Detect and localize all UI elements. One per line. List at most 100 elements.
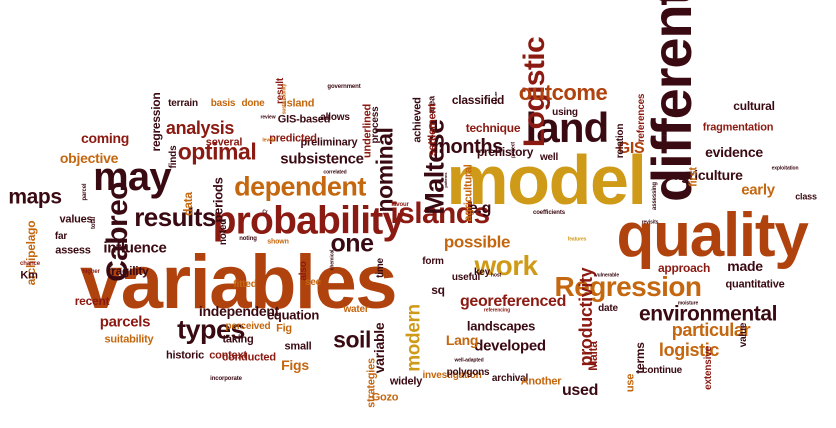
cloud-word: noting bbox=[239, 236, 257, 242]
cloud-word: land bbox=[525, 104, 610, 151]
cloud-word: moisture bbox=[677, 300, 699, 307]
cloud-word: patterns bbox=[443, 172, 448, 188]
cloud-word: may bbox=[93, 155, 171, 199]
cloud-word: GIS-based bbox=[277, 113, 331, 126]
cloud-word: Cr bbox=[262, 209, 268, 216]
cloud-word: perceived bbox=[225, 321, 271, 332]
cloud-word: islands bbox=[390, 197, 490, 230]
cloud-word: maps bbox=[8, 185, 62, 209]
cloud-word: water bbox=[343, 304, 369, 315]
cloud-word: work bbox=[474, 250, 538, 281]
cloud-word: host bbox=[490, 272, 502, 279]
cloud-word: correlated bbox=[323, 169, 347, 176]
cloud-word: Km bbox=[20, 269, 38, 282]
cloud-word: well-adapted bbox=[454, 357, 484, 364]
cloud-word: one bbox=[330, 229, 374, 258]
cloud-word: suitability bbox=[104, 333, 154, 346]
cloud-word: data bbox=[181, 192, 195, 216]
cloud-word: Regression bbox=[554, 271, 702, 302]
cloud-word: time bbox=[375, 258, 386, 278]
cloud-word: investigation bbox=[422, 370, 482, 381]
cloud-word: taking bbox=[222, 333, 254, 346]
cloud-word: achieved bbox=[411, 97, 424, 143]
cloud-word: value bbox=[738, 322, 749, 348]
cloud-word: quantitative bbox=[725, 278, 785, 291]
cloud-word: coefficients bbox=[533, 210, 565, 216]
cloud-word: dependent bbox=[234, 171, 366, 202]
cloud-word: sustainability bbox=[281, 83, 288, 115]
cloud-word: predicted bbox=[269, 132, 317, 145]
cloud-word: Lang bbox=[445, 332, 479, 348]
cloud-word: island bbox=[283, 97, 315, 110]
cloud-word: revisits bbox=[641, 219, 659, 226]
cloud-word: widely bbox=[389, 375, 423, 388]
cloud-word: Another bbox=[520, 375, 562, 388]
cloud-word: finds bbox=[168, 145, 179, 169]
cloud-word: coming bbox=[80, 130, 130, 146]
cloud-word: influence bbox=[103, 239, 167, 257]
cloud-word: fragility bbox=[107, 264, 149, 278]
cloud-word: e.g bbox=[468, 200, 492, 217]
cloud-word: strategies bbox=[365, 358, 378, 408]
cloud-word: relation bbox=[615, 123, 626, 159]
cloud-word: developed bbox=[474, 337, 546, 355]
cloud-word: key bbox=[473, 267, 491, 278]
cloud-word: features bbox=[567, 236, 587, 243]
cloud-word: used bbox=[561, 382, 599, 399]
cloud-word: first bbox=[687, 167, 700, 187]
cloud-word: shown bbox=[267, 238, 289, 246]
cloud-word: sq bbox=[431, 283, 445, 297]
cloud-word: assessing bbox=[652, 182, 658, 210]
cloud-word: vulnerable bbox=[594, 272, 620, 279]
cloud-word: done bbox=[241, 98, 265, 109]
cloud-word: archival bbox=[491, 373, 529, 384]
cloud-word: basis bbox=[210, 98, 236, 109]
cloud-word: subsistence bbox=[280, 150, 364, 168]
cloud-word: independent bbox=[198, 303, 280, 319]
cloud-word: types bbox=[177, 314, 245, 345]
cloud-word: outcome bbox=[518, 80, 608, 105]
cloud-word: fragmentation bbox=[702, 121, 774, 134]
cloud-word: higher bbox=[82, 269, 100, 275]
cloud-word: small bbox=[284, 340, 312, 353]
cloud-word: allows bbox=[320, 112, 350, 123]
cloud-word: parcels bbox=[99, 313, 151, 331]
cloud-word: extensive bbox=[703, 346, 714, 390]
cloud-word: government bbox=[327, 84, 361, 90]
cloud-word: terrain bbox=[168, 98, 198, 109]
cloud-word: recent bbox=[74, 294, 110, 308]
cloud-word: logistic bbox=[658, 340, 720, 360]
cloud-word: class bbox=[795, 191, 817, 202]
cloud-word: incorporate bbox=[210, 376, 242, 382]
cloud-word: conducted bbox=[222, 351, 276, 364]
cloud-word: historic bbox=[166, 349, 204, 362]
cloud-word: texture bbox=[493, 91, 498, 105]
cloud-word: results bbox=[134, 202, 216, 232]
cloud-word: parcel bbox=[82, 183, 88, 201]
cloud-word: early bbox=[741, 181, 775, 199]
cloud-word: context bbox=[209, 349, 247, 362]
cloud-word: fitted bbox=[233, 279, 257, 290]
cloud-word: exploitation bbox=[771, 165, 799, 172]
cloud-word: probability bbox=[212, 199, 405, 243]
cloud-word: soil bbox=[333, 326, 371, 353]
cloud-word: analysis bbox=[165, 118, 235, 138]
cloud-word: referencing bbox=[483, 307, 511, 314]
cloud-word: levels bbox=[262, 137, 276, 144]
cloud-word: project bbox=[510, 142, 517, 158]
cloud-word: well bbox=[539, 152, 559, 163]
cloud-word: Fig bbox=[276, 322, 292, 335]
cloud-word: modern bbox=[403, 304, 425, 372]
cloud-word: evidence bbox=[705, 144, 763, 160]
cloud-word: quality bbox=[616, 201, 808, 270]
cloud-word: classified bbox=[451, 93, 505, 107]
cloud-word: periods bbox=[210, 177, 226, 223]
cloud-word: Figs bbox=[281, 357, 309, 373]
cloud-word: review bbox=[260, 114, 276, 121]
cloud-word: assess bbox=[55, 244, 91, 257]
cloud-word: environmental bbox=[638, 302, 778, 326]
cloud-word: variables bbox=[80, 240, 397, 325]
cloud-word: references bbox=[636, 93, 647, 143]
cloud-word: months bbox=[433, 136, 503, 158]
cloud-word: form bbox=[422, 256, 444, 267]
